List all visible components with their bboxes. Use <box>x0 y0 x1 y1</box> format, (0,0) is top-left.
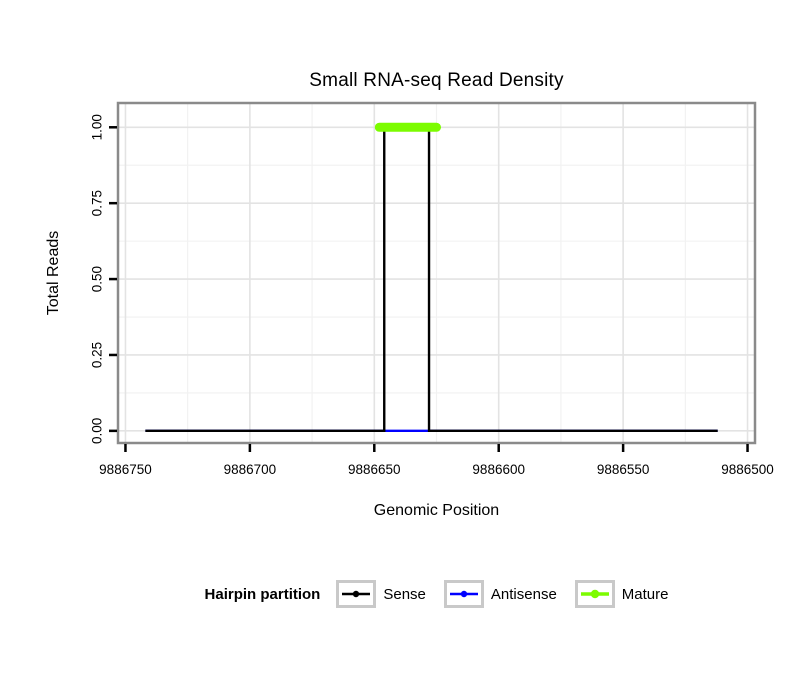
x-tick-label: 9886500 <box>721 462 774 477</box>
legend-key-mature <box>574 580 615 608</box>
legend-item-sense: Sense <box>336 580 426 608</box>
y-tick-label: 0.00 <box>90 418 105 444</box>
y-axis-label: Total Reads <box>45 230 62 316</box>
legend-label-mature: Mature <box>621 585 669 603</box>
x-tick-label: 9886700 <box>224 462 277 477</box>
y-tick-label: 0.50 <box>90 266 105 292</box>
x-tick-label: 9886550 <box>597 462 650 477</box>
legend-glyph-mature-icon <box>580 589 609 599</box>
chart-title: Small RNA-seq Read Density <box>309 70 564 91</box>
legend-title: Hairpin partition <box>204 585 321 603</box>
x-tick-label: 9886750 <box>99 462 152 477</box>
y-tick-label: 1.00 <box>90 114 105 140</box>
legend-label-sense: Sense <box>383 585 426 603</box>
x-axis-label: Genomic Position <box>373 502 500 519</box>
legend-item-mature: Mature <box>574 580 669 608</box>
x-tick-label: 9886600 <box>472 462 525 477</box>
y-tick-label: 0.25 <box>90 342 105 368</box>
legend: Hairpin partition Sense Antisense Mature <box>118 580 755 608</box>
x-tick-label: 9886650 <box>348 462 401 477</box>
legend-glyph-sense-icon <box>342 590 371 598</box>
legend-key-sense <box>336 580 377 608</box>
y-tick-label: 0.75 <box>90 190 105 216</box>
legend-item-antisense: Antisense <box>443 580 557 608</box>
legend-key-antisense <box>443 580 484 608</box>
legend-glyph-antisense-icon <box>449 590 478 598</box>
legend-entries: Sense Antisense Mature <box>336 580 668 608</box>
panel-border <box>116 101 757 445</box>
legend-label-antisense: Antisense <box>490 585 557 603</box>
